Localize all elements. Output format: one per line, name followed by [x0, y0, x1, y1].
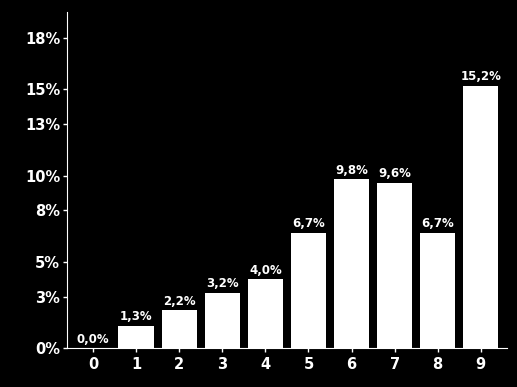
Bar [205, 293, 240, 348]
Text: 6,7%: 6,7% [292, 217, 325, 230]
Text: 4,0%: 4,0% [249, 264, 282, 277]
Text: 6,7%: 6,7% [421, 217, 454, 230]
Text: 1,3%: 1,3% [120, 310, 153, 323]
Bar [463, 86, 498, 348]
Text: 9,8%: 9,8% [335, 163, 368, 176]
Bar [161, 310, 197, 348]
Text: 9,6%: 9,6% [378, 167, 411, 180]
Text: 3,2%: 3,2% [206, 277, 239, 291]
Bar [420, 233, 455, 348]
Bar [291, 233, 326, 348]
Bar [334, 179, 369, 348]
Bar [377, 183, 412, 348]
Text: 15,2%: 15,2% [460, 70, 501, 83]
Bar [248, 279, 283, 348]
Text: 2,2%: 2,2% [163, 295, 195, 308]
Bar [118, 326, 154, 348]
Text: 0,0%: 0,0% [77, 333, 110, 346]
